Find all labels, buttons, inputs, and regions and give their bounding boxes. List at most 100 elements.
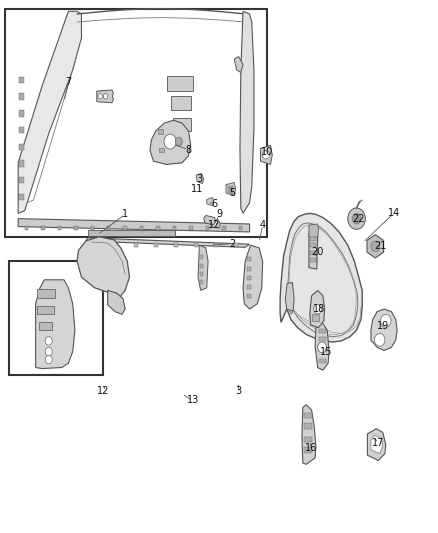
Circle shape: [381, 314, 391, 327]
Text: 7: 7: [65, 77, 71, 87]
Polygon shape: [196, 173, 204, 183]
Bar: [247, 257, 251, 261]
Circle shape: [175, 138, 182, 146]
Bar: [214, 243, 218, 247]
Circle shape: [348, 208, 365, 229]
Bar: [19, 177, 24, 183]
Bar: [228, 186, 230, 194]
Bar: [171, 96, 191, 110]
Bar: [200, 255, 203, 259]
Text: 16: 16: [304, 443, 317, 453]
Polygon shape: [18, 219, 250, 232]
Bar: [39, 322, 52, 330]
Circle shape: [314, 304, 321, 314]
Polygon shape: [35, 280, 75, 368]
Bar: [206, 225, 209, 230]
Polygon shape: [280, 213, 362, 342]
Bar: [200, 272, 203, 276]
Bar: [19, 110, 24, 117]
Text: 17: 17: [372, 438, 385, 448]
Circle shape: [318, 342, 326, 353]
Bar: [247, 276, 251, 280]
Polygon shape: [286, 282, 294, 311]
Text: 9: 9: [216, 209, 222, 220]
Bar: [304, 437, 312, 442]
Bar: [134, 243, 138, 247]
Bar: [10, 261, 103, 375]
Text: 2: 2: [229, 239, 235, 248]
Bar: [156, 225, 160, 230]
Bar: [310, 258, 316, 262]
Polygon shape: [243, 245, 263, 309]
Bar: [140, 225, 143, 230]
Polygon shape: [371, 435, 383, 454]
Polygon shape: [207, 197, 214, 206]
Bar: [5, 9, 267, 237]
Bar: [158, 130, 163, 134]
Polygon shape: [302, 405, 316, 464]
Text: 20: 20: [311, 247, 323, 256]
Text: 22: 22: [353, 214, 365, 224]
Bar: [58, 225, 61, 230]
Text: 21: 21: [374, 241, 387, 251]
Bar: [200, 264, 203, 268]
Polygon shape: [309, 224, 318, 237]
Text: 3: 3: [236, 386, 242, 397]
Text: 11: 11: [191, 184, 203, 195]
Bar: [124, 225, 127, 230]
Bar: [159, 148, 164, 152]
Bar: [310, 237, 316, 241]
Bar: [200, 280, 203, 284]
Bar: [310, 251, 316, 255]
Polygon shape: [315, 322, 329, 370]
Text: 8: 8: [185, 144, 191, 155]
Polygon shape: [240, 11, 254, 213]
Text: 3: 3: [196, 174, 202, 184]
Bar: [37, 289, 55, 298]
Bar: [41, 225, 45, 230]
Polygon shape: [204, 215, 215, 225]
Circle shape: [164, 134, 176, 149]
Circle shape: [374, 334, 385, 346]
Bar: [94, 243, 99, 247]
Polygon shape: [309, 232, 318, 269]
Circle shape: [263, 151, 270, 159]
Polygon shape: [367, 235, 384, 258]
Bar: [247, 266, 251, 271]
Text: 15: 15: [320, 346, 332, 357]
Polygon shape: [371, 309, 397, 351]
Text: 1: 1: [122, 209, 128, 220]
Polygon shape: [97, 90, 113, 103]
Bar: [154, 243, 159, 247]
Bar: [19, 143, 24, 150]
Circle shape: [45, 337, 52, 345]
Bar: [304, 447, 312, 453]
Bar: [19, 193, 24, 200]
Bar: [114, 243, 118, 247]
Bar: [91, 225, 94, 230]
Bar: [247, 294, 251, 298]
Text: 12: 12: [97, 386, 110, 397]
Text: 18: 18: [313, 304, 325, 314]
Bar: [189, 225, 193, 230]
Bar: [194, 243, 198, 247]
Bar: [222, 225, 226, 230]
Polygon shape: [150, 120, 191, 165]
Circle shape: [98, 94, 102, 99]
Bar: [25, 225, 28, 230]
Text: 14: 14: [388, 208, 400, 219]
Polygon shape: [310, 290, 325, 328]
Text: 6: 6: [212, 199, 218, 209]
Polygon shape: [77, 237, 130, 298]
Bar: [310, 243, 316, 247]
Bar: [318, 329, 325, 333]
Circle shape: [45, 348, 52, 356]
Polygon shape: [86, 238, 250, 247]
Circle shape: [103, 94, 108, 99]
Bar: [318, 359, 325, 364]
Polygon shape: [18, 11, 81, 213]
Text: 10: 10: [261, 147, 273, 157]
Bar: [19, 127, 24, 133]
Bar: [304, 413, 312, 418]
Text: 5: 5: [229, 188, 235, 198]
